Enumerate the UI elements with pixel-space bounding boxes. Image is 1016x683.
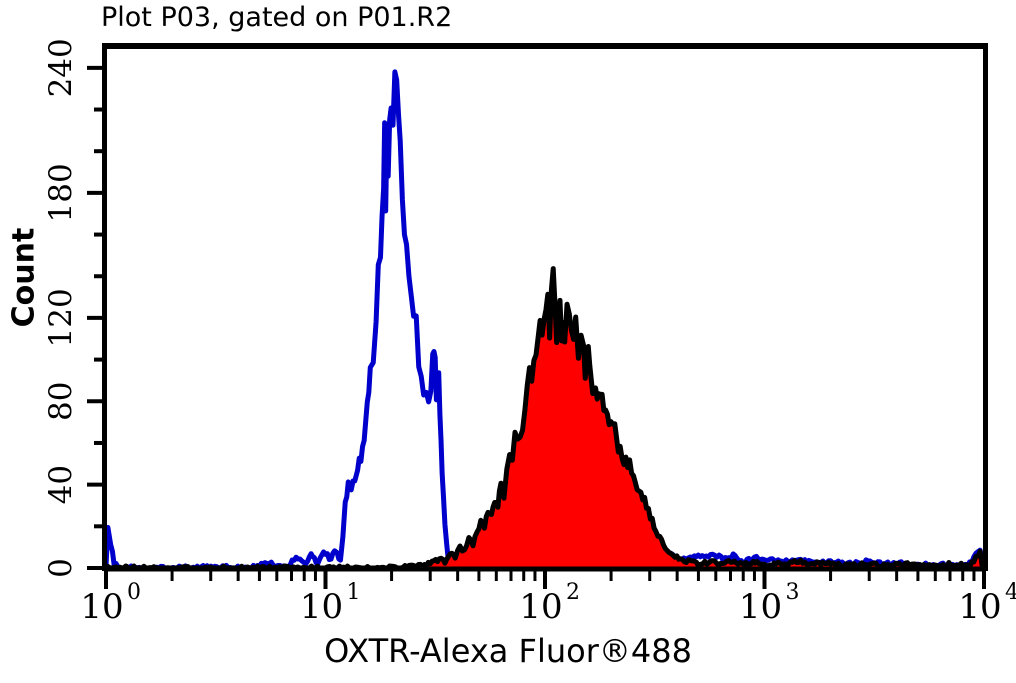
- y-tick-label: 40: [43, 465, 79, 504]
- y-tick-label: 80: [43, 382, 79, 421]
- svg-text:10: 10: [300, 587, 343, 627]
- x-tick-label: 10 3: [739, 580, 800, 627]
- x-tick-label: 10 4: [958, 580, 1016, 627]
- y-axis-ticks: [87, 65, 104, 570]
- x-axis-ticks: [104, 569, 986, 589]
- x-tick-label: 10 0: [80, 580, 141, 627]
- y-tick-label: 0: [43, 558, 79, 578]
- svg-text:10: 10: [739, 587, 782, 627]
- y-axis-tick-labels: 0 40 80 120 180 240: [43, 38, 79, 578]
- data-series-layer: [103, 45, 987, 572]
- svg-text:10: 10: [958, 587, 1001, 627]
- svg-text:10: 10: [519, 587, 562, 627]
- sample-histogram-fill: [106, 268, 984, 568]
- x-axis-tick-labels: 10 0 10 1 10 2 10 3 10 4: [80, 580, 1016, 627]
- y-tick-label: 240: [43, 38, 79, 97]
- svg-text:4: 4: [1005, 580, 1016, 605]
- x-tick-label: 10 2: [519, 580, 580, 627]
- svg-text:3: 3: [786, 580, 800, 605]
- svg-text:1: 1: [347, 580, 361, 605]
- svg-text:10: 10: [80, 587, 123, 627]
- svg-text:2: 2: [566, 580, 580, 605]
- x-tick-label: 10 1: [300, 580, 361, 627]
- plot-title: Plot P03, gated on P01.R2: [101, 2, 453, 33]
- x-axis-title: OXTR-Alexa Fluor®488: [324, 632, 692, 670]
- svg-text:0: 0: [127, 580, 141, 605]
- y-tick-label: 180: [43, 163, 79, 222]
- y-tick-label: 120: [43, 288, 79, 347]
